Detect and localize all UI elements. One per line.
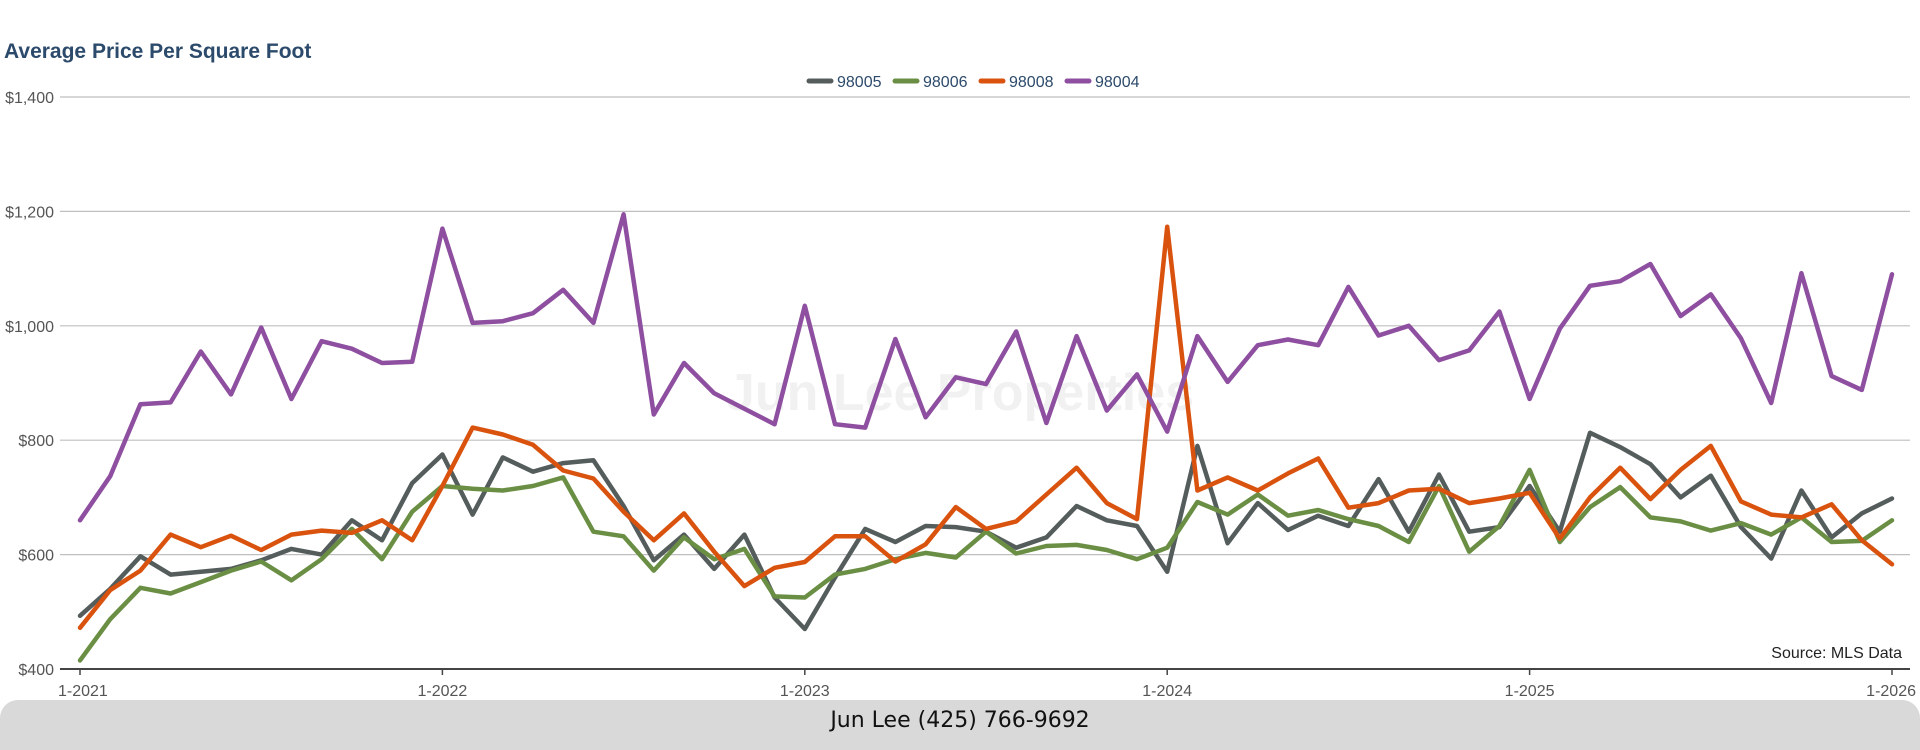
line-chart: Jun Lee Properties $400 $600 $800 $1,000 $1,… [5,74,1916,700]
legend-item-98005[interactable]: 98005 [806,74,882,91]
y-tick-label: $400 [18,662,54,679]
x-tick-label: 1-2024 [1142,683,1192,700]
x-axis-tick-labels: 1-2021 1-2022 1-2023 1-2024 1-2025 1-2026 [58,669,1916,700]
y-tick-label: $1,400 [5,90,54,107]
legend-label: 98006 [923,74,968,91]
legend-item-98004[interactable]: 98004 [1064,74,1140,91]
x-tick-label: 1-2021 [58,683,108,700]
footer-contact: Jun Lee (425) 766-9692 [830,708,1090,733]
footer-bar [0,700,1920,750]
legend-item-98008[interactable]: 98008 [978,74,1054,91]
y-tick-label: $1,000 [5,319,54,336]
grid-lines [60,96,1910,670]
legend-label: 98008 [1009,74,1054,91]
y-axis-tick-labels: $400 $600 $800 $1,000 $1,200 $1,400 [5,90,54,679]
legend-item-98006[interactable]: 98006 [892,74,968,91]
series-line-98006 [77,467,1895,663]
legend-label: 98004 [1095,74,1140,91]
chart-title: Average Price Per Square Foot [4,40,312,63]
legend-label: 98005 [837,74,882,91]
watermark-text: Jun Lee Properties [726,364,1194,422]
series-line-98004 [77,212,1895,523]
series-line-98008 [77,224,1895,631]
source-annotation: Source: MLS Data [1771,645,1902,662]
y-tick-label: $600 [18,548,54,565]
series-lines [77,212,1895,663]
y-tick-label: $1,200 [5,204,54,221]
x-tick-label: 1-2022 [417,683,467,700]
x-tick-label: 1-2025 [1505,683,1555,700]
legend: 98005 98006 98008 98004 [806,74,1140,91]
y-tick-label: $800 [18,433,54,450]
x-tick-label: 1-2023 [780,683,830,700]
x-tick-label: 1-2026 [1866,683,1916,700]
